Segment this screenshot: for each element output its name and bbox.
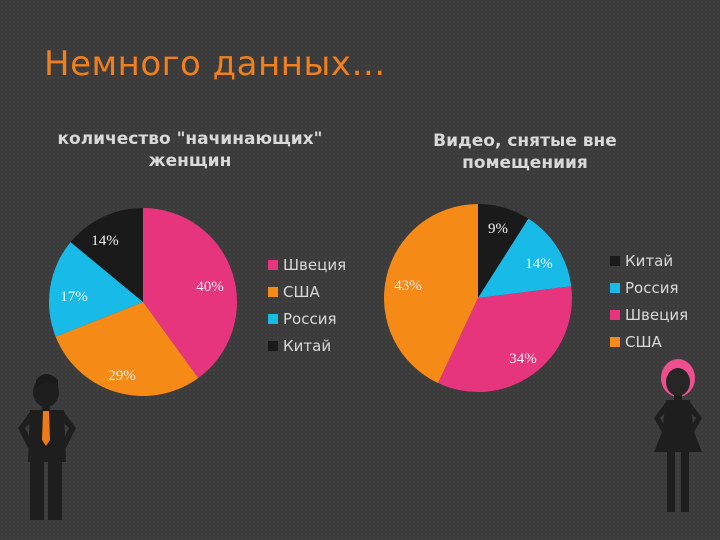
legend-swatch [268, 341, 278, 351]
slide-title: Немного данных… [44, 44, 386, 84]
legend-label: США [625, 333, 663, 351]
pie-value-label: 9% [488, 221, 508, 237]
legend-label: Россия [625, 279, 679, 297]
pie-chart-2: 9% 14% 34% 43% [384, 204, 573, 392]
legend-label: Швеция [283, 256, 346, 274]
woman-right-arm [688, 402, 702, 432]
legend-swatch [610, 310, 620, 320]
legend-label: Китай [283, 337, 331, 355]
woman-figure-illustration [654, 359, 702, 512]
woman-torso [662, 400, 694, 432]
chart2-title: Видео, снятые вне помещениия [433, 131, 617, 173]
pie-value-label: 29% [108, 368, 136, 384]
pie-value-label: 17% [60, 289, 88, 305]
man-left-leg [30, 460, 44, 520]
woman-left-leg [667, 452, 675, 512]
legend-chart-2: Китай Россия Швеция США [610, 252, 688, 351]
chart1-title: количество "начинающих" женщин [57, 129, 323, 171]
legend-swatch [268, 287, 278, 297]
pie-chart-1: 40% 29% 17% 14% [48, 208, 238, 397]
pie-value-label: 43% [394, 278, 422, 294]
pie-value-label: 34% [509, 351, 537, 367]
pie-slice-4 [70, 208, 143, 302]
pie-value-label: 14% [91, 233, 119, 249]
man-neck [42, 404, 50, 410]
legend-swatch [268, 260, 278, 270]
legend-label: Швеция [625, 306, 688, 324]
legend-swatch [610, 283, 620, 293]
legend-label: США [283, 283, 321, 301]
legend-label: Китай [625, 252, 673, 270]
man-hair [36, 374, 58, 388]
legend-swatch [610, 256, 620, 266]
pie-value-label: 14% [525, 256, 553, 272]
man-right-arm [61, 412, 76, 448]
pie-slice-1 [478, 204, 529, 298]
man-right-leg [48, 460, 62, 520]
pie-value-label: 40% [196, 279, 224, 295]
woman-left-arm [654, 402, 668, 432]
legend-label: Россия [283, 310, 337, 328]
legend-swatch [268, 314, 278, 324]
pie-slice-1 [143, 208, 238, 379]
man-tie [42, 411, 50, 446]
pie-slice-2 [478, 218, 572, 298]
woman-skirt [654, 432, 702, 452]
woman-right-leg [681, 452, 689, 512]
man-left-arm [18, 412, 33, 448]
pie-slice-4 [384, 204, 478, 384]
woman-face [666, 368, 690, 396]
legend-chart-1: Швеция США Россия Китай [268, 256, 346, 355]
man-figure-illustration [18, 374, 76, 520]
pie-slice-3 [437, 286, 573, 392]
pie-slice-3 [48, 242, 143, 337]
woman-neck [674, 395, 682, 401]
legend-swatch [610, 337, 620, 347]
pie-slice-2 [55, 302, 199, 397]
